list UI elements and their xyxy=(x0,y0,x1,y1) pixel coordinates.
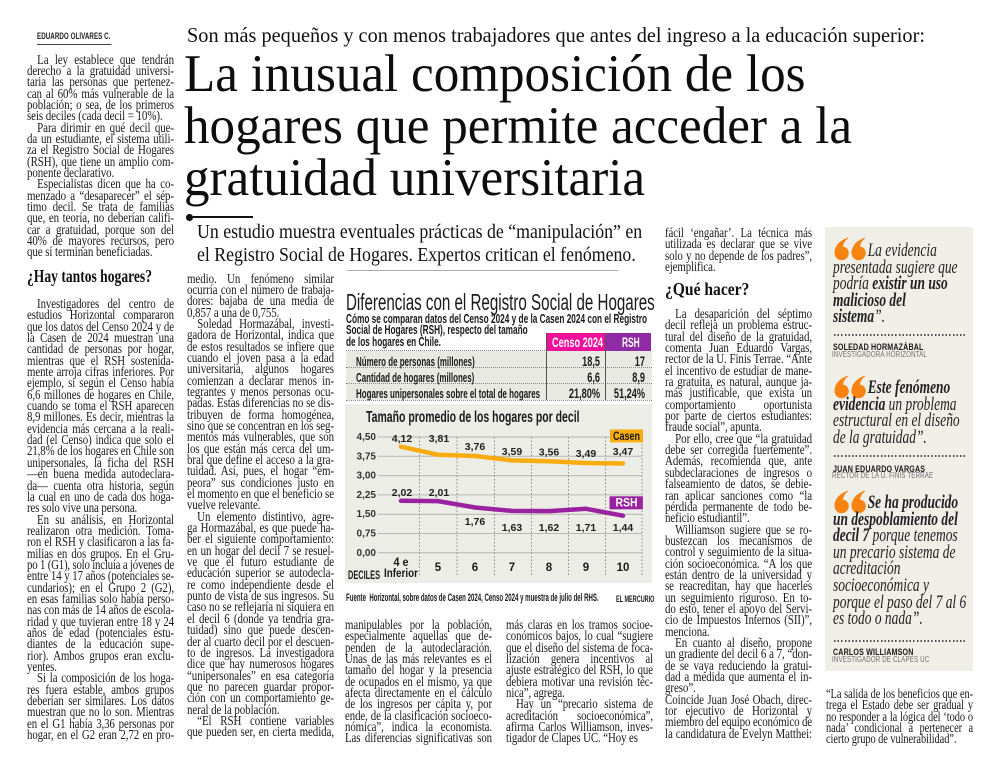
svg-text:3,76: 3,76 xyxy=(465,441,486,453)
svg-text:DECILES: DECILES xyxy=(348,568,380,582)
svg-text:10: 10 xyxy=(617,562,630,574)
svg-text:1,63: 1,63 xyxy=(502,522,523,534)
svg-text:9: 9 xyxy=(583,562,589,574)
svg-text:2,25: 2,25 xyxy=(357,490,377,501)
svg-text:8: 8 xyxy=(546,562,553,574)
svg-text:3,56: 3,56 xyxy=(539,447,560,459)
svg-text:0,75: 0,75 xyxy=(357,529,377,540)
svg-text:RSH: RSH xyxy=(616,496,638,510)
svg-text:7: 7 xyxy=(509,562,515,574)
svg-text:4 e: 4 e xyxy=(394,557,409,569)
svg-text:1,62: 1,62 xyxy=(539,522,560,534)
svg-text:3,75: 3,75 xyxy=(357,451,377,462)
svg-text:3,47: 3,47 xyxy=(613,446,634,458)
svg-text:3,49: 3,49 xyxy=(576,448,597,460)
svg-text:3,00: 3,00 xyxy=(357,471,377,482)
svg-text:3,81: 3,81 xyxy=(429,433,450,445)
svg-text:Casen: Casen xyxy=(613,429,640,443)
svg-text:1,44: 1,44 xyxy=(613,522,634,534)
svg-text:2,01: 2,01 xyxy=(429,487,450,499)
svg-text:3,59: 3,59 xyxy=(502,446,523,458)
svg-text:4,50: 4,50 xyxy=(357,432,377,443)
svg-text:Inferior: Inferior xyxy=(384,568,418,580)
svg-text:1,71: 1,71 xyxy=(576,522,597,534)
svg-text:6: 6 xyxy=(472,562,478,574)
svg-text:4,12: 4,12 xyxy=(392,433,413,445)
svg-text:2,02: 2,02 xyxy=(392,487,413,499)
svg-text:1,50: 1,50 xyxy=(357,509,377,520)
svg-text:5: 5 xyxy=(435,562,442,574)
svg-text:1,76: 1,76 xyxy=(465,516,486,528)
svg-text:0,00: 0,00 xyxy=(357,548,377,559)
